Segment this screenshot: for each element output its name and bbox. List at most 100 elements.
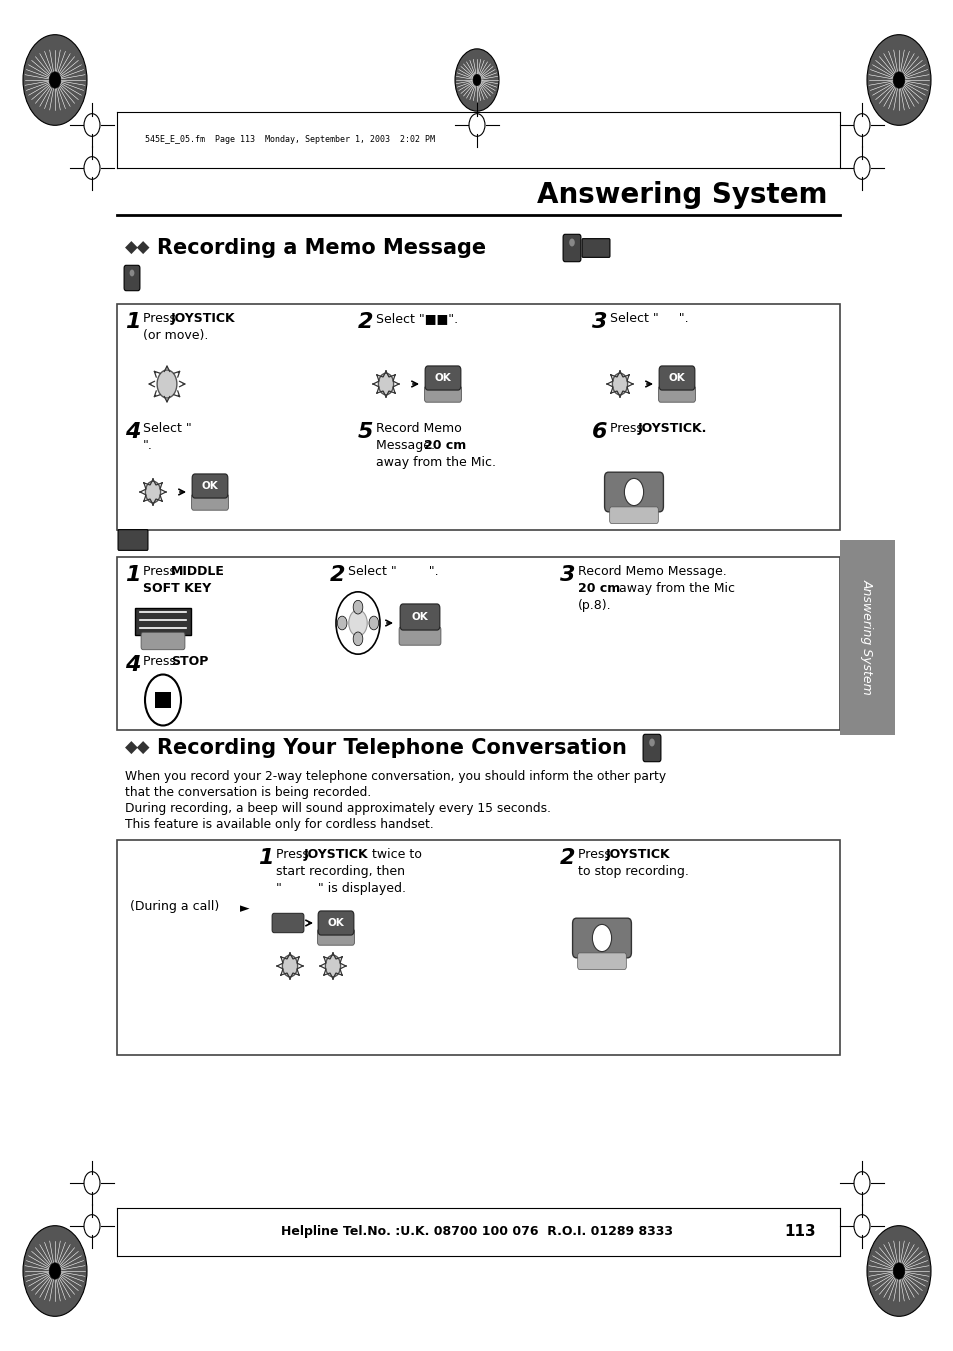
Circle shape [145, 481, 160, 503]
FancyBboxPatch shape [658, 386, 695, 403]
Circle shape [892, 72, 903, 88]
Text: (or move).: (or move). [143, 330, 208, 342]
Text: 2: 2 [559, 848, 575, 867]
Circle shape [378, 373, 394, 394]
FancyBboxPatch shape [135, 608, 191, 635]
Text: JOYSTICK: JOYSTICK [171, 312, 235, 326]
Circle shape [624, 478, 643, 505]
Text: Select "        ".: Select " ". [348, 565, 438, 578]
Text: When you record your 2-way telephone conversation, you should inform the other p: When you record your 2-way telephone con… [125, 770, 665, 784]
Text: MIDDLE: MIDDLE [171, 565, 225, 578]
Circle shape [23, 35, 87, 126]
Text: Recording a Memo Message: Recording a Memo Message [157, 238, 486, 258]
Text: ◆◆: ◆◆ [125, 239, 151, 257]
Text: JOYSTICK.: JOYSTICK. [638, 422, 706, 435]
Circle shape [23, 1225, 87, 1316]
Text: 4: 4 [125, 422, 140, 442]
Text: that the conversation is being recorded.: that the conversation is being recorded. [125, 786, 371, 798]
Circle shape [157, 370, 176, 399]
Circle shape [50, 1263, 61, 1279]
Text: STOP: STOP [171, 655, 208, 667]
Text: away from the Mic.: away from the Mic. [375, 457, 496, 469]
Text: Answering System: Answering System [537, 181, 827, 209]
Text: Select ": Select " [143, 422, 192, 435]
FancyBboxPatch shape [581, 239, 609, 257]
Text: OK: OK [435, 373, 451, 382]
Bar [117, 557, 840, 730]
Circle shape [282, 955, 297, 977]
Circle shape [612, 373, 627, 394]
Circle shape [130, 270, 134, 277]
Circle shape [569, 239, 575, 246]
Text: to stop recording.: to stop recording. [578, 865, 688, 878]
Circle shape [335, 592, 379, 654]
Text: start recording, then: start recording, then [275, 865, 405, 878]
FancyBboxPatch shape [192, 474, 228, 499]
Text: JOYSTICK: JOYSTICK [605, 848, 670, 861]
FancyBboxPatch shape [124, 265, 140, 290]
Text: Record Memo: Record Memo [375, 422, 461, 435]
Text: 6: 6 [592, 422, 607, 442]
Bar [117, 840, 840, 1055]
FancyBboxPatch shape [398, 627, 440, 646]
Text: Message.: Message. [375, 439, 438, 453]
Text: 3: 3 [559, 565, 575, 585]
Text: 1: 1 [125, 312, 140, 332]
Text: 1: 1 [257, 848, 274, 867]
FancyBboxPatch shape [424, 386, 461, 403]
Text: 5: 5 [357, 422, 374, 442]
Text: Press: Press [143, 312, 180, 326]
Text: 545E_E_05.fm  Page 113  Monday, September 1, 2003  2:02 PM: 545E_E_05.fm Page 113 Monday, September … [145, 135, 435, 145]
Bar [117, 304, 840, 530]
Bar [154, 692, 171, 708]
Text: 2: 2 [357, 312, 374, 332]
Text: Press: Press [143, 655, 180, 667]
Bar [840, 540, 894, 735]
FancyBboxPatch shape [272, 913, 304, 932]
Circle shape [649, 739, 654, 747]
Text: Select "     ".: Select " ". [609, 312, 688, 326]
Text: Recording Your Telephone Conversation: Recording Your Telephone Conversation [157, 738, 626, 758]
Text: This feature is available only for cordless handset.: This feature is available only for cordl… [125, 817, 434, 831]
Circle shape [353, 600, 362, 613]
Text: Record Memo Message.: Record Memo Message. [578, 565, 726, 578]
FancyBboxPatch shape [562, 234, 580, 262]
Text: OK: OK [411, 612, 428, 621]
Text: 1: 1 [125, 565, 140, 585]
Text: SOFT KEY: SOFT KEY [143, 582, 211, 594]
Text: Press: Press [275, 848, 313, 861]
Text: JOYSTICK: JOYSTICK [304, 848, 368, 861]
FancyBboxPatch shape [604, 473, 662, 512]
FancyBboxPatch shape [609, 507, 658, 523]
Circle shape [145, 674, 181, 725]
Text: 113: 113 [783, 1224, 815, 1239]
Circle shape [866, 35, 930, 126]
FancyBboxPatch shape [192, 494, 228, 511]
Circle shape [337, 616, 347, 630]
Circle shape [349, 609, 367, 636]
Text: Press: Press [578, 848, 615, 861]
FancyBboxPatch shape [659, 366, 694, 390]
Text: During recording, a beep will sound approximately every 15 seconds.: During recording, a beep will sound appr… [125, 802, 551, 815]
Text: (p.8).: (p.8). [578, 598, 611, 612]
Text: OK: OK [327, 917, 344, 928]
Text: twice to: twice to [368, 848, 421, 861]
FancyBboxPatch shape [578, 952, 626, 970]
Text: Select "■■".: Select "■■". [375, 312, 457, 326]
FancyBboxPatch shape [317, 928, 354, 946]
Text: Helpline Tel.No. :U.K. 08700 100 076  R.O.I. 01289 8333: Helpline Tel.No. :U.K. 08700 100 076 R.O… [281, 1225, 672, 1239]
Text: 2: 2 [330, 565, 345, 585]
Text: Answering System: Answering System [860, 580, 873, 694]
Circle shape [369, 616, 378, 630]
Circle shape [866, 1225, 930, 1316]
Text: ►: ► [240, 902, 250, 915]
Text: 20 cm: 20 cm [578, 582, 619, 594]
Circle shape [325, 955, 340, 977]
Text: Press: Press [143, 565, 180, 578]
Text: .: . [199, 655, 203, 667]
FancyBboxPatch shape [118, 530, 148, 550]
Text: away from the Mic: away from the Mic [615, 582, 734, 594]
FancyBboxPatch shape [572, 919, 631, 958]
Text: ".: ". [143, 439, 152, 453]
FancyBboxPatch shape [399, 604, 439, 630]
